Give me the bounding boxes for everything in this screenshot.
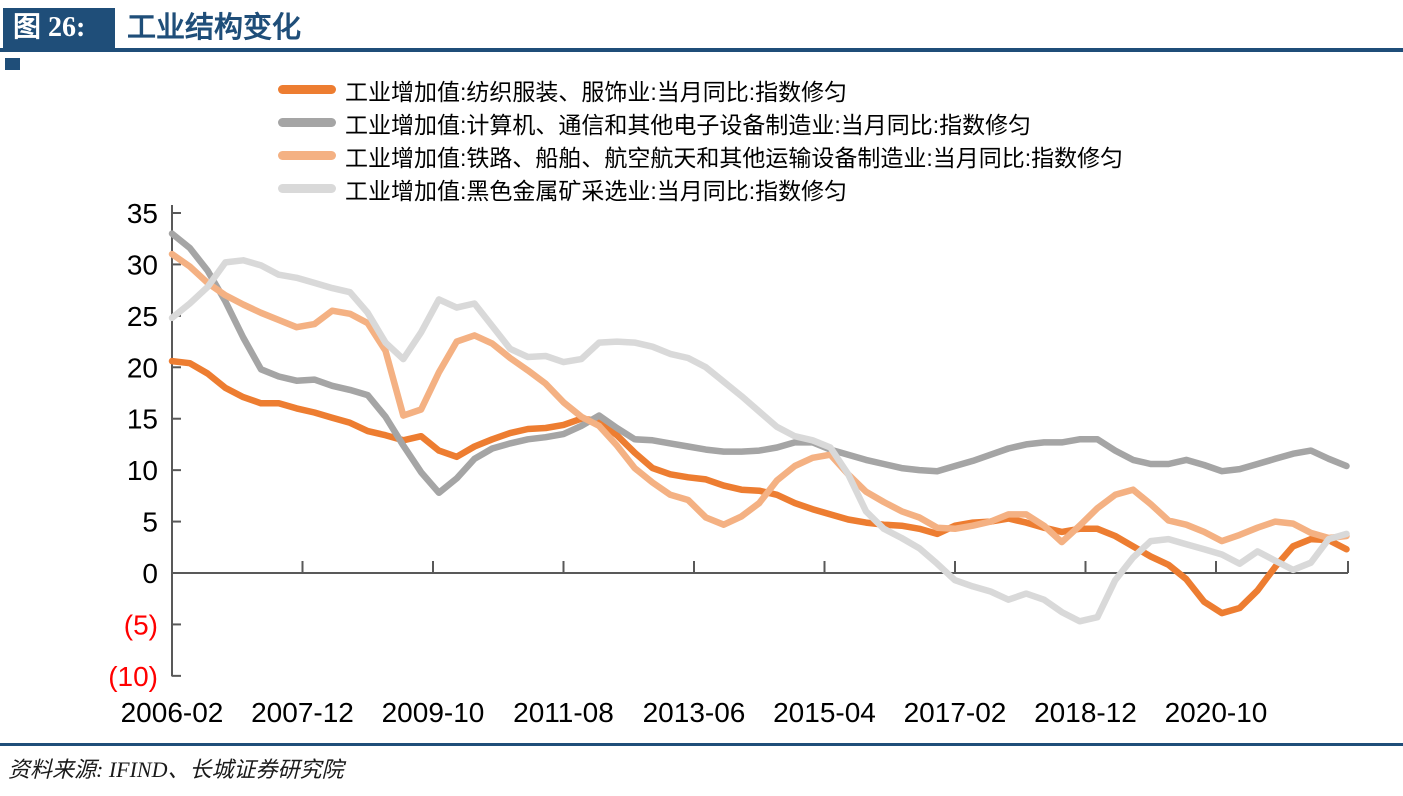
legend-swatch-icon bbox=[278, 184, 336, 193]
legend-item-0: 工业增加值:纺织服装、服饰业:当月同比:指数修匀 bbox=[278, 73, 1123, 106]
legend-swatch-icon bbox=[278, 85, 336, 94]
source-note: 资料来源: IFIND、长城证券研究院 bbox=[8, 757, 344, 782]
chart-legend: 工业增加值:纺织服装、服饰业:当月同比:指数修匀工业增加值:计算机、通信和其他电… bbox=[278, 73, 1123, 205]
y-tick-label: 10 bbox=[127, 455, 158, 486]
figure-number-box: 图 26: bbox=[3, 8, 115, 48]
x-tick-label: 2009-10 bbox=[382, 697, 485, 728]
y-tick-label: 30 bbox=[127, 249, 158, 280]
y-tick-label: 5 bbox=[142, 507, 158, 538]
legend-swatch-icon bbox=[278, 118, 336, 127]
x-tick-label: 2018-12 bbox=[1034, 697, 1137, 728]
series-line-1 bbox=[168, 230, 1350, 497]
legend-label: 工业增加值:纺织服装、服饰业:当月同比:指数修匀 bbox=[345, 78, 848, 105]
y-tick-label: (5) bbox=[124, 609, 158, 640]
legend-label: 工业增加值:黑色金属矿采选业:当月同比:指数修匀 bbox=[345, 177, 848, 204]
y-tick-label: 0 bbox=[142, 558, 158, 589]
footer-rule bbox=[0, 743, 1403, 746]
x-tick-label: 2013-06 bbox=[643, 697, 746, 728]
series-line-2 bbox=[168, 250, 1350, 546]
legend-item-2: 工业增加值:铁路、船舶、航空航天和其他运输设备制造业:当月同比:指数修匀 bbox=[278, 139, 1123, 172]
series-line-3 bbox=[168, 257, 1350, 625]
corner-marker bbox=[5, 58, 20, 70]
x-tick-label: 2017-02 bbox=[904, 697, 1007, 728]
line-chart: 35 30 25 20 15 10 5 0 (5) (10) 2006-02 2007-12 2009-… bbox=[108, 200, 1350, 728]
legend-swatch-icon bbox=[278, 151, 336, 160]
x-tick-label: 2006-02 bbox=[121, 697, 224, 728]
header-rule bbox=[0, 48, 1403, 52]
y-tick-label: 25 bbox=[127, 301, 158, 332]
legend-label: 工业增加值:计算机、通信和其他电子设备制造业:当月同比:指数修匀 bbox=[345, 111, 1032, 138]
x-tick-label: 2015-04 bbox=[773, 697, 876, 728]
y-tick-label: 35 bbox=[127, 200, 158, 229]
legend-item-1: 工业增加值:计算机、通信和其他电子设备制造业:当月同比:指数修匀 bbox=[278, 106, 1123, 139]
x-tick-label: 2011-08 bbox=[513, 697, 614, 728]
x-tick-label: 2007-12 bbox=[251, 697, 354, 728]
x-tick-label: 2020-10 bbox=[1165, 697, 1268, 728]
y-tick-label: (10) bbox=[108, 661, 158, 692]
y-tick-label: 15 bbox=[127, 404, 158, 435]
y-tick-label: 20 bbox=[127, 352, 158, 383]
series-line-0 bbox=[168, 357, 1350, 617]
figure-title: 工业结构变化 bbox=[127, 12, 302, 44]
legend-label: 工业增加值:铁路、船舶、航空航天和其他运输设备制造业:当月同比:指数修匀 bbox=[345, 144, 1124, 171]
legend-item-3: 工业增加值:黑色金属矿采选业:当月同比:指数修匀 bbox=[278, 172, 1123, 205]
